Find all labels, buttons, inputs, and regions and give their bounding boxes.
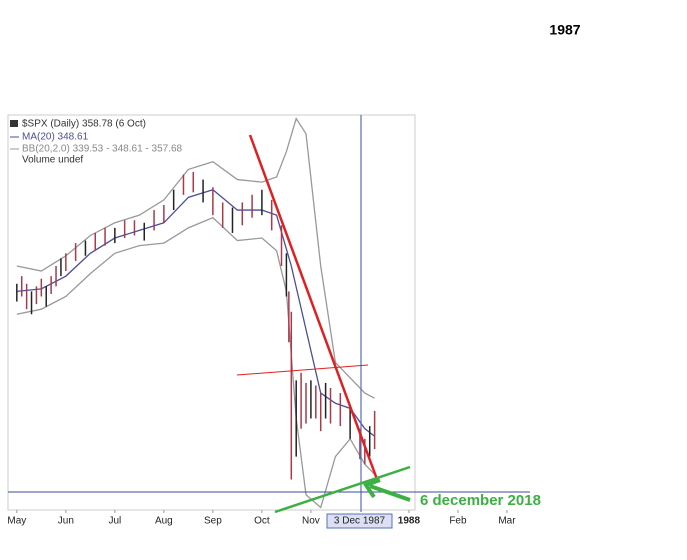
arrow-shaft — [369, 484, 411, 502]
x-tick-label: Sep — [204, 516, 222, 527]
annotation: 6 december 2018 — [420, 492, 541, 509]
x-tick-label: Jul — [108, 516, 121, 527]
legend-entry: $SPX (Daily) 358.78 (6 Oct) — [22, 119, 146, 130]
cursor-label-box — [326, 513, 393, 529]
trend-line — [248, 134, 380, 483]
indicator-line — [16, 117, 375, 399]
plot-area — [16, 117, 376, 509]
chart-title: 1987 — [549, 22, 580, 38]
indicator-line — [16, 216, 376, 509]
legend-icon — [10, 120, 18, 127]
x-tick-label: Feb — [449, 516, 467, 527]
legend-entry: BB(20,2.0) 339.53 - 348.61 - 357.68 — [22, 144, 183, 155]
x-tick-label: May — [7, 516, 26, 527]
plot-frame — [7, 114, 416, 511]
x-tick-label: Oct — [254, 516, 270, 527]
x-tick-label: Mar — [498, 516, 516, 527]
x-tick-label: Aug — [155, 516, 173, 527]
indicator-line — [16, 189, 376, 437]
legend-entry: MA(20) 348.61 — [22, 132, 89, 143]
x-tick-label: 1988 — [398, 516, 421, 527]
x-tick-label: Nov — [302, 516, 320, 527]
green-trend-line — [274, 465, 411, 514]
cursor-label: 3 Dec 1987 — [334, 516, 386, 527]
x-tick-label: Jun — [58, 516, 74, 527]
arrow-head — [362, 478, 381, 499]
resistance-line — [236, 364, 369, 376]
legend-entry: Volume undef — [22, 155, 83, 166]
